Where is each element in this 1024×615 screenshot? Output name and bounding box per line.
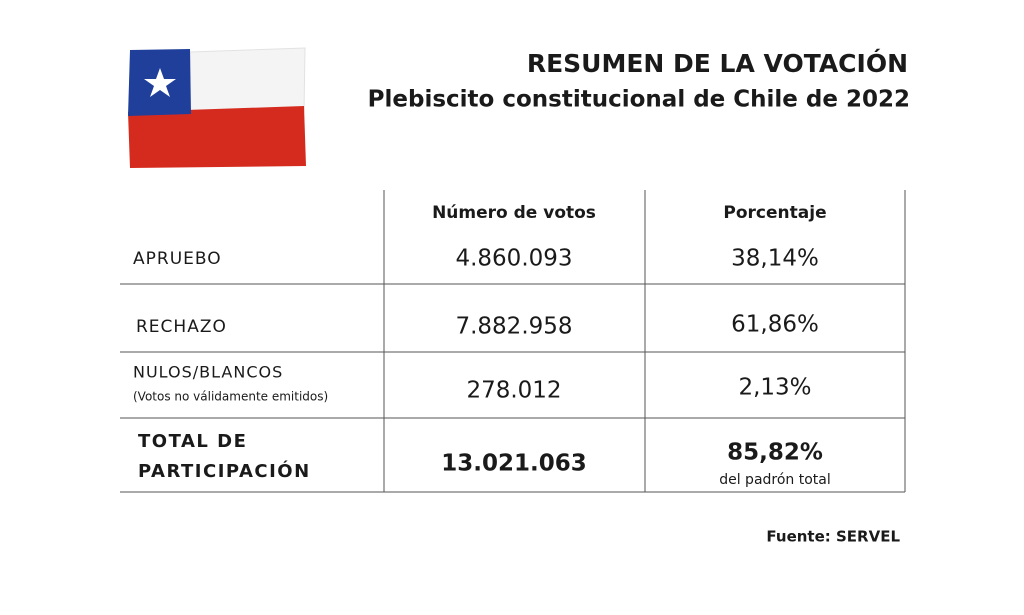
source: Fuente: SERVEL — [766, 528, 900, 546]
row-label: NULOS/BLANCOS — [133, 363, 283, 382]
percent: 38,14% — [731, 246, 819, 272]
votes: 13.021.063 — [441, 451, 587, 477]
chile-flag — [128, 47, 306, 168]
row-label: APRUEBO — [133, 249, 222, 269]
percent: 2,13% — [738, 375, 811, 401]
row-label: PARTICIPACIÓN — [138, 460, 311, 482]
subtitle: Plebiscito constitucional de Chile de 20… — [368, 87, 910, 113]
votes: 278.012 — [466, 378, 561, 404]
row-label: RECHAZO — [136, 317, 227, 337]
column-header: Porcentaje — [723, 203, 826, 223]
table-lines — [120, 190, 906, 493]
row-label: TOTAL DE — [138, 431, 247, 452]
column-header: Número de votos — [432, 203, 596, 223]
votes: 4.860.093 — [455, 246, 572, 272]
row-sublabel: (Votos no válidamente emitidos) — [133, 390, 328, 404]
percent: 61,86% — [731, 312, 819, 338]
percent-note: del padrón total — [719, 472, 831, 488]
title: RESUMEN DE LA VOTACIÓN — [527, 48, 908, 78]
percent: 85,82% — [727, 440, 823, 466]
votes: 7.882.958 — [455, 314, 572, 340]
